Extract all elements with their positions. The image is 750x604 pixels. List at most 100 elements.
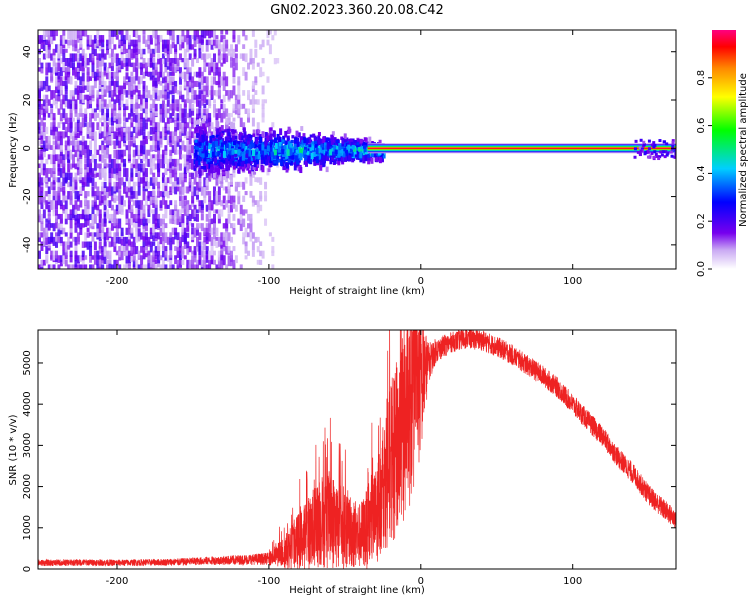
spectrogram-cell [208,172,212,182]
spectrogram-cell [178,200,182,207]
spectrogram-cell [299,153,303,161]
spectrogram-cell [47,85,51,92]
spectrogram-cell [93,71,97,81]
spectrogram-cell [220,168,224,173]
spectrogram-cell [171,117,175,123]
spectrogram-cell [335,153,339,161]
spectrogram-cell [118,62,122,71]
spectrogram-cell [84,218,88,228]
spectrogram-cell [115,172,119,181]
spectrogram-cell [370,152,374,157]
spectrogram-cell [67,241,71,250]
spectrogram-cell [169,30,173,36]
spectrogram-cell [208,53,212,59]
spectrogram-cell [120,158,124,167]
spectrogram-cell [101,195,105,203]
spectrogram-cell [137,94,141,100]
spectrogram-cell [225,186,229,194]
spectrogram-cell [149,94,153,101]
spectrogram-cell [110,140,114,145]
spectrogram-cell [220,142,224,148]
spectrogram-cell [344,156,348,162]
spectrogram-cell [86,168,90,178]
spectrogram-cell [57,191,61,199]
spectrogram-cell [200,209,204,214]
spectrogram-cell [174,246,178,251]
spectrogram-cell [232,58,236,67]
spectrogram-cell [132,76,136,84]
spectrogram-cell [115,195,119,201]
spectrogram-cell [171,181,175,190]
spectrogram-cell [135,44,139,53]
spectrogram-cell [52,53,56,58]
spectrogram-cell [217,200,221,205]
spectrogram-cell [89,35,93,45]
spectrogram-cell [135,126,139,133]
spectrogram-cell [140,163,144,171]
spectrogram-cell [157,269,160,274]
spectrogram-cell [40,232,44,238]
spectrogram-cell [258,144,262,151]
spectrogram-cell [198,241,202,251]
spectrogram-cell [147,255,151,264]
spectrogram-cell [312,157,316,162]
spectrogram-cell [72,39,76,47]
spectrogram-cell [62,209,66,214]
spectrogram-cell [149,103,153,112]
spectrogram-cell [306,151,310,158]
spectrogram-cell [64,39,68,44]
spectrogram-cell [203,113,207,118]
spectrogram-cell [142,227,146,236]
spectrogram-cell [271,236,275,242]
spectrogram-cell [261,85,265,95]
spectrogram-cell [186,158,190,165]
spectrogram-cell [262,141,266,148]
spectrogram-cell [364,154,368,161]
spectrogram-cell [38,209,41,216]
spectrogram-cell [118,85,122,96]
spectrogram-cell [86,145,90,151]
spectrogram-cell [115,163,119,174]
spectrogram-cell [91,168,95,178]
spectrogram-cell [115,113,119,120]
spectrogram-cell [237,154,241,160]
spectrogram-cell [634,139,638,143]
spectrogram-cell [188,154,192,164]
spectrogram-cell [212,172,216,178]
spectrogram-cell [204,168,208,172]
spectrogram-cell [67,264,71,269]
spectrogram-cell [69,191,73,201]
spectrogram-cell [164,135,168,141]
spectrogram-cell [195,113,199,120]
snr-background [38,330,676,569]
spectrogram-cell [74,200,78,210]
spectrogram-cell [256,177,260,183]
spectrogram-cell [181,140,185,147]
spectrogram-cell [106,71,110,80]
spectrogram-cell [123,103,127,111]
spectrogram-cell [69,255,73,263]
spectrogram-cell [225,236,229,246]
spectrogram-cell [161,39,165,50]
spectrogram-cell [176,177,180,185]
spectrogram-cell [159,131,163,139]
spectrogram-cell [176,209,180,219]
spectrogram-cell [193,177,197,185]
spectrogram-xlabel: Height of straight line (km) [289,286,425,297]
spectrogram-cell [653,143,657,147]
spectrogram-cell [38,94,41,103]
spectrogram-cell [225,124,229,129]
spectrogram-xtick-label: 0 [418,276,424,287]
spectrogram-cell [338,144,342,151]
spectrogram-cell [230,223,234,229]
spectrogram-cell [108,213,112,221]
colorbar-tick-label: 0.0 [696,261,707,277]
spectrogram-cell [72,90,76,97]
spectrogram-cell [270,151,274,158]
spectrogram-cell [195,30,199,38]
spectrogram-cell [125,53,129,58]
spectrogram-cell [212,135,216,141]
spectrogram-cell [195,94,199,100]
